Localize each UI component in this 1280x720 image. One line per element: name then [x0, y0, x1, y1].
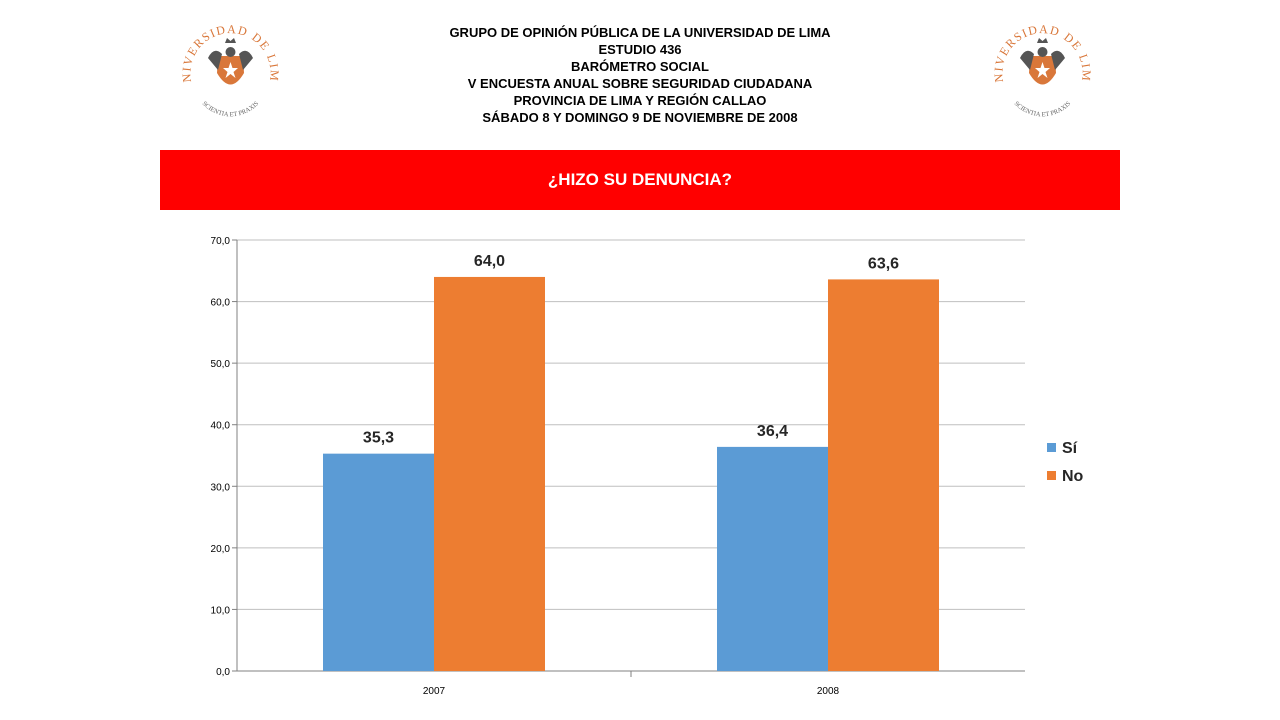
y-tick-label: 50,0	[211, 359, 231, 370]
question-title: ¿HIZO SU DENUNCIA?	[547, 170, 733, 189]
bar-no-2007	[434, 276, 545, 671]
header-line: PROVINCIA DE LIMA Y REGIÓN CALLAO	[513, 93, 767, 108]
eagle-wings-icon	[208, 50, 253, 70]
y-tick-label: 40,0	[211, 421, 231, 432]
legend-label: Sí	[1062, 440, 1078, 457]
legend-label: No	[1062, 468, 1084, 485]
data-label: 63,6	[868, 255, 899, 272]
data-label: 36,4	[757, 423, 788, 440]
question-banner: ¿HIZO SU DENUNCIA?	[160, 150, 1120, 210]
bar-sí-2007	[323, 453, 434, 671]
report-header: GRUPO DE OPINIÓN PÚBLICA DE LA UNIVERSID…	[380, 24, 900, 126]
y-tick-label: 30,0	[211, 482, 231, 493]
star-icon	[223, 62, 238, 78]
crown-icon	[1037, 38, 1048, 43]
university-logo-left: UNIVERSIDAD DE LIMASCIENTIA ET PRAXIS	[178, 18, 280, 118]
data-label: 35,3	[363, 430, 394, 447]
star-icon	[1035, 62, 1050, 78]
data-label: 64,0	[474, 253, 505, 270]
eagle-head-icon	[225, 47, 236, 57]
university-logo-right: UNIVERSIDAD DE LIMASCIENTIA ET PRAXIS	[990, 18, 1092, 118]
y-tick-label: 60,0	[211, 298, 231, 309]
y-tick-label: 70,0	[211, 236, 231, 247]
y-tick-label: 0,0	[216, 667, 230, 678]
bar-sí-2008	[717, 446, 828, 671]
y-tick-label: 20,0	[211, 544, 231, 555]
header-line: GRUPO DE OPINIÓN PÚBLICA DE LA UNIVERSID…	[449, 25, 831, 40]
header-line: BARÓMETRO SOCIAL	[571, 59, 709, 74]
bar-no-2008	[828, 279, 939, 671]
header-line: ESTUDIO 436	[598, 42, 682, 57]
header-line: V ENCUESTA ANUAL SOBRE SEGURIDAD CIUDADA…	[467, 76, 813, 91]
crown-icon	[225, 38, 236, 43]
eagle-head-icon	[1037, 47, 1048, 57]
header-line: SÁBADO 8 Y DOMINGO 9 DE NOVIEMBRE DE 200…	[482, 110, 798, 125]
y-tick-label: 10,0	[211, 605, 231, 616]
x-tick-label: 2008	[817, 686, 840, 697]
x-tick-label: 2007	[423, 686, 446, 697]
eagle-wings-icon	[1020, 50, 1065, 70]
legend-swatch	[1047, 443, 1056, 452]
legend-swatch	[1047, 471, 1056, 480]
